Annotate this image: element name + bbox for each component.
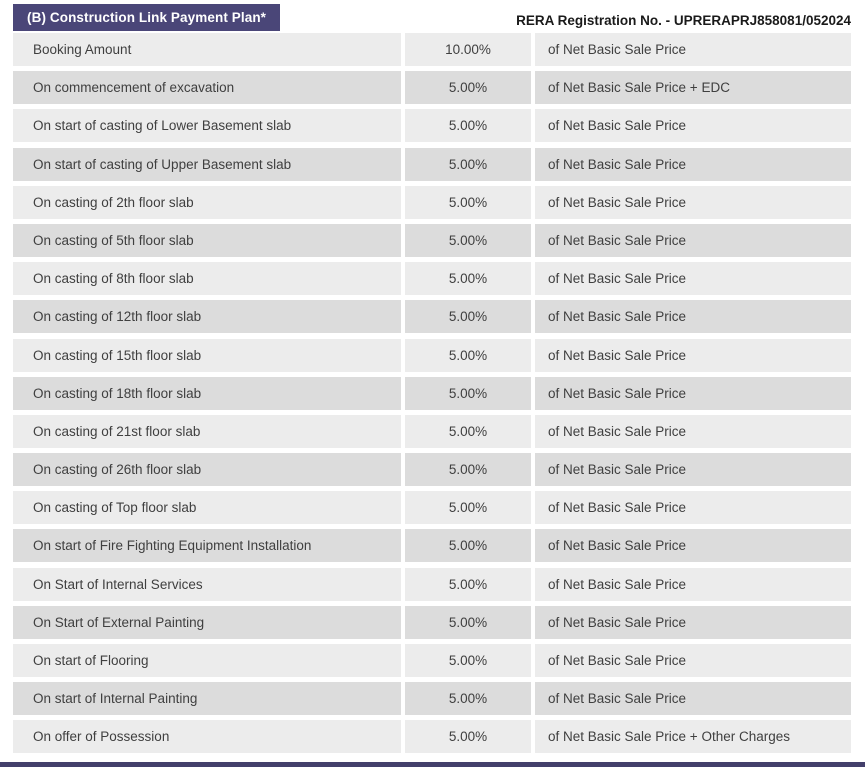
basis-cell: of Net Basic Sale Price	[535, 644, 851, 677]
table-row: On start of Internal Painting 5.00% of N…	[13, 682, 851, 716]
table-row: On casting of 5th floor slab 5.00% of Ne…	[13, 223, 851, 257]
section-title-badge: (B) Construction Link Payment Plan*	[13, 4, 281, 31]
table-row: On casting of Top floor slab 5.00% of Ne…	[13, 491, 851, 525]
basis-cell: of Net Basic Sale Price	[535, 185, 851, 219]
basis-cell: of Net Basic Sale Price	[535, 33, 851, 66]
milestone-cell: On start of casting of Lower Basement sl…	[13, 109, 401, 143]
percent-cell: 5.00%	[405, 71, 531, 105]
milestone-cell: On start of Internal Painting	[13, 682, 401, 716]
milestone-cell: On commencement of excavation	[13, 71, 401, 105]
percent-cell: 5.00%	[405, 720, 531, 754]
milestone-cell: On casting of 21st floor slab	[13, 414, 401, 448]
basis-cell: of Net Basic Sale Price	[535, 338, 851, 372]
milestone-cell: On casting of Top floor slab	[13, 491, 401, 525]
table-row: On casting of 21st floor slab 5.00% of N…	[13, 414, 851, 448]
table-row: On casting of 26th floor slab 5.00% of N…	[13, 453, 851, 487]
percent-cell: 5.00%	[405, 376, 531, 410]
table-row: On casting of 12th floor slab 5.00% of N…	[13, 300, 851, 334]
percent-cell: 5.00%	[405, 453, 531, 487]
basis-cell: of Net Basic Sale Price	[535, 300, 851, 334]
percent-cell: 5.00%	[405, 414, 531, 448]
basis-cell: of Net Basic Sale Price + Other Charges	[535, 720, 851, 754]
basis-cell: of Net Basic Sale Price	[535, 414, 851, 448]
header-row: (B) Construction Link Payment Plan* RERA…	[13, 4, 851, 31]
table-row: On Start of Internal Services 5.00% of N…	[13, 567, 851, 601]
table-row: On Start of External Painting 5.00% of N…	[13, 605, 851, 639]
percent-cell: 5.00%	[405, 338, 531, 372]
percent-cell: 5.00%	[405, 185, 531, 219]
percent-cell: 5.00%	[405, 605, 531, 639]
basis-cell: of Net Basic Sale Price	[535, 376, 851, 410]
basis-cell: of Net Basic Sale Price + EDC	[535, 71, 851, 105]
table-row: On casting of 8th floor slab 5.00% of Ne…	[13, 262, 851, 296]
percent-cell: 5.00%	[405, 491, 531, 525]
table-row: Booking Amount 10.00% of Net Basic Sale …	[13, 33, 851, 66]
table-row: On start of casting of Lower Basement sl…	[13, 109, 851, 143]
milestone-cell: On start of Flooring	[13, 644, 401, 677]
milestone-cell: On casting of 2th floor slab	[13, 185, 401, 219]
milestone-cell: On casting of 5th floor slab	[13, 223, 401, 257]
milestone-cell: On Start of External Painting	[13, 605, 401, 639]
milestone-cell: On start of Fire Fighting Equipment Inst…	[13, 529, 401, 563]
percent-cell: 5.00%	[405, 682, 531, 716]
basis-cell: of Net Basic Sale Price	[535, 491, 851, 525]
basis-cell: of Net Basic Sale Price	[535, 605, 851, 639]
table-row: On casting of 15th floor slab 5.00% of N…	[13, 338, 851, 372]
milestone-cell: On casting of 26th floor slab	[13, 453, 401, 487]
basis-cell: of Net Basic Sale Price	[535, 453, 851, 487]
table-row: On commencement of excavation 5.00% of N…	[13, 71, 851, 105]
footer-accent-bar	[0, 762, 865, 767]
milestone-cell: On casting of 18th floor slab	[13, 376, 401, 410]
percent-cell: 5.00%	[405, 567, 531, 601]
percent-cell: 5.00%	[405, 109, 531, 143]
percent-cell: 5.00%	[405, 529, 531, 563]
milestone-cell: Booking Amount	[13, 33, 401, 66]
table-row: On start of casting of Upper Basement sl…	[13, 147, 851, 181]
milestone-cell: On casting of 8th floor slab	[13, 262, 401, 296]
basis-cell: of Net Basic Sale Price	[535, 567, 851, 601]
milestone-cell: On casting of 15th floor slab	[13, 338, 401, 372]
table-row: On start of Fire Fighting Equipment Inst…	[13, 529, 851, 563]
milestone-cell: On start of casting of Upper Basement sl…	[13, 147, 401, 181]
rera-registration-text: RERA Registration No. - UPRERAPRJ858081/…	[516, 13, 851, 28]
table-row: On start of Flooring 5.00% of Net Basic …	[13, 644, 851, 677]
percent-cell: 5.00%	[405, 300, 531, 334]
table-row: On offer of Possession 5.00% of Net Basi…	[13, 720, 851, 754]
percent-cell: 5.00%	[405, 262, 531, 296]
milestone-cell: On Start of Internal Services	[13, 567, 401, 601]
percent-cell: 5.00%	[405, 223, 531, 257]
percent-cell: 5.00%	[405, 644, 531, 677]
percent-cell: 10.00%	[405, 33, 531, 66]
milestone-cell: On casting of 12th floor slab	[13, 300, 401, 334]
basis-cell: of Net Basic Sale Price	[535, 529, 851, 563]
table-row: On casting of 2th floor slab 5.00% of Ne…	[13, 185, 851, 219]
basis-cell: of Net Basic Sale Price	[535, 262, 851, 296]
basis-cell: of Net Basic Sale Price	[535, 109, 851, 143]
milestone-cell: On offer of Possession	[13, 720, 401, 754]
basis-cell: of Net Basic Sale Price	[535, 223, 851, 257]
payment-plan-table: Booking Amount 10.00% of Net Basic Sale …	[13, 33, 851, 759]
table-row: On casting of 18th floor slab 5.00% of N…	[13, 376, 851, 410]
basis-cell: of Net Basic Sale Price	[535, 682, 851, 716]
percent-cell: 5.00%	[405, 147, 531, 181]
basis-cell: of Net Basic Sale Price	[535, 147, 851, 181]
